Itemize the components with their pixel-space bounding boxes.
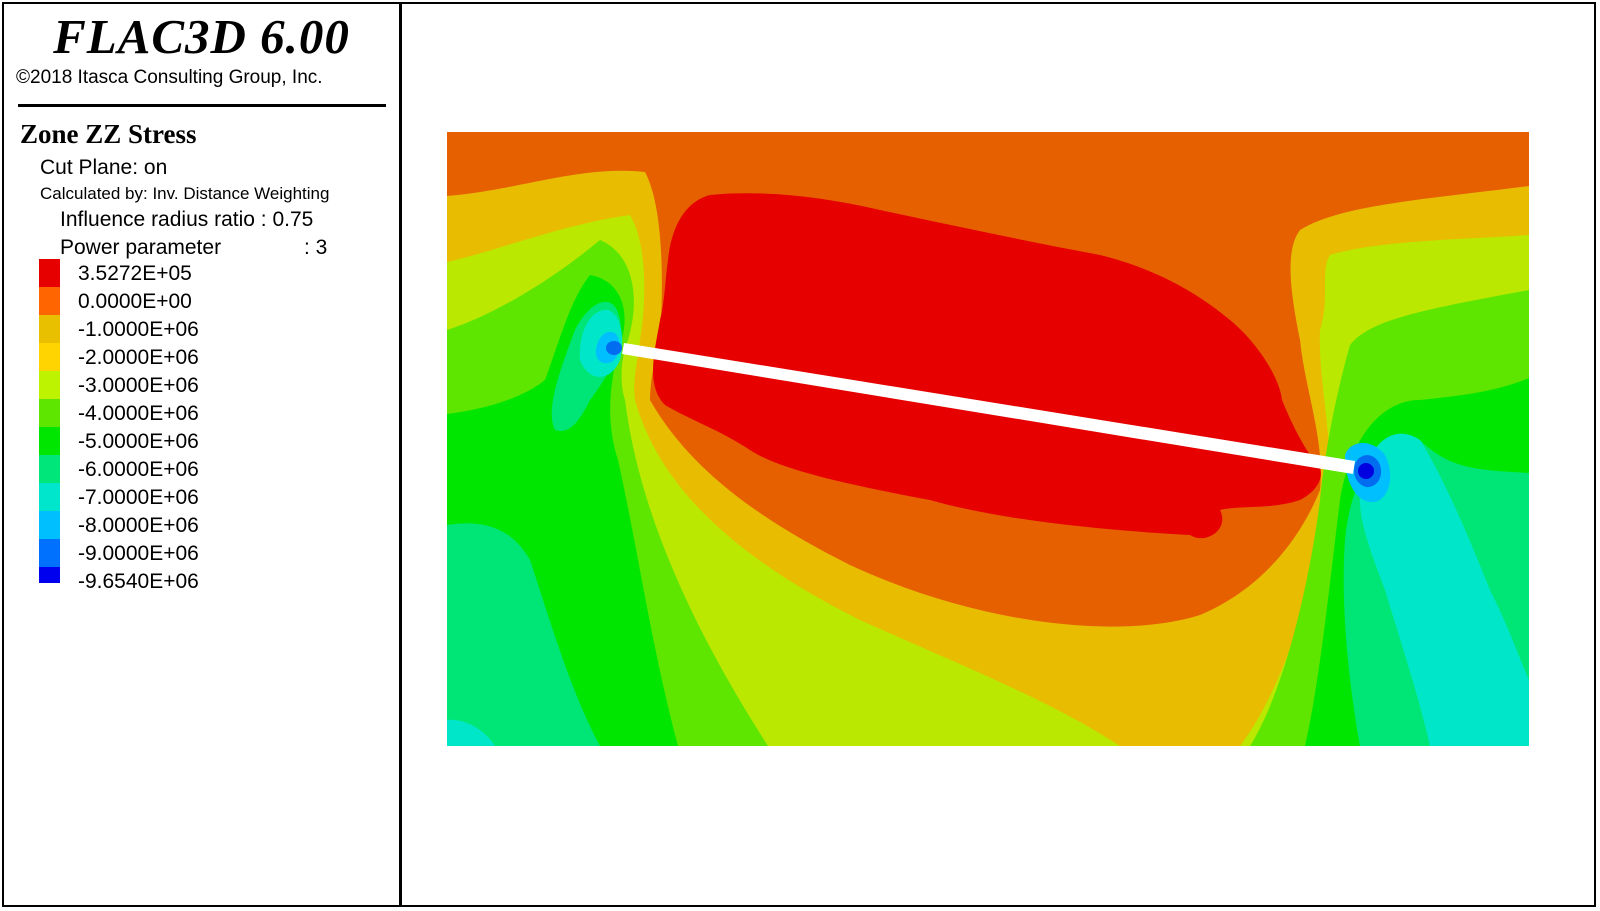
crack-line — [622, 343, 1355, 474]
copyright-text: ©2018 Itasca Consulting Group, Inc. — [16, 67, 323, 88]
contour-label: -3.0000E+06 — [78, 374, 199, 397]
app-title: FLAC3D 6.00 — [53, 9, 350, 64]
color-swatch — [39, 259, 60, 287]
power-parameter-value: : 3 — [304, 236, 328, 259]
color-swatch — [39, 483, 60, 511]
color-swatch — [39, 399, 60, 427]
contour-label: -9.0000E+06 — [78, 542, 199, 565]
contour-field — [447, 132, 1529, 746]
color-swatch — [39, 343, 60, 371]
contour-label: -4.0000E+06 — [78, 402, 199, 425]
contour-label: -6.0000E+06 — [78, 458, 199, 481]
color-swatch — [39, 287, 60, 315]
contour-band — [606, 341, 622, 355]
color-swatch — [39, 427, 60, 455]
contour-label: -9.6540E+06 — [78, 570, 199, 593]
calculation-method-text: Calculated by: Inv. Distance Weighting — [40, 184, 330, 203]
panel-divider — [399, 2, 402, 907]
contour-label: 3.5272E+05 — [78, 262, 192, 285]
contour-label: 0.0000E+00 — [78, 290, 192, 313]
contour-band — [447, 719, 495, 746]
color-swatch — [39, 315, 60, 343]
legend-panel: FLAC3D 6.00 ©2018 Itasca Consulting Grou… — [4, 4, 399, 904]
color-swatch — [39, 511, 60, 539]
power-parameter-label: Power parameter — [60, 236, 222, 259]
cut-plane-text: Cut Plane: on — [40, 156, 168, 179]
contour-label: -5.0000E+06 — [78, 430, 199, 453]
color-swatch — [39, 567, 60, 583]
contour-label: -1.0000E+06 — [78, 318, 199, 341]
contour-band — [1358, 463, 1374, 479]
contour-label: -8.0000E+06 — [78, 514, 199, 537]
contour-band — [1359, 433, 1529, 746]
title-divider — [18, 104, 386, 107]
contour-label: -2.0000E+06 — [78, 346, 199, 369]
color-scale — [39, 259, 60, 583]
color-swatch — [39, 539, 60, 567]
color-scale-labels: 3.5272E+05 0.0000E+00 -1.0000E+06 -2.000… — [78, 260, 199, 596]
contour-label: -7.0000E+06 — [78, 486, 199, 509]
plot-title: Zone ZZ Stress — [20, 119, 197, 149]
contour-band — [447, 215, 1529, 746]
color-swatch — [39, 371, 60, 399]
influence-radius-text: Influence radius ratio : 0.75 — [60, 208, 314, 231]
contour-band — [653, 193, 1321, 539]
color-swatch — [39, 455, 60, 483]
